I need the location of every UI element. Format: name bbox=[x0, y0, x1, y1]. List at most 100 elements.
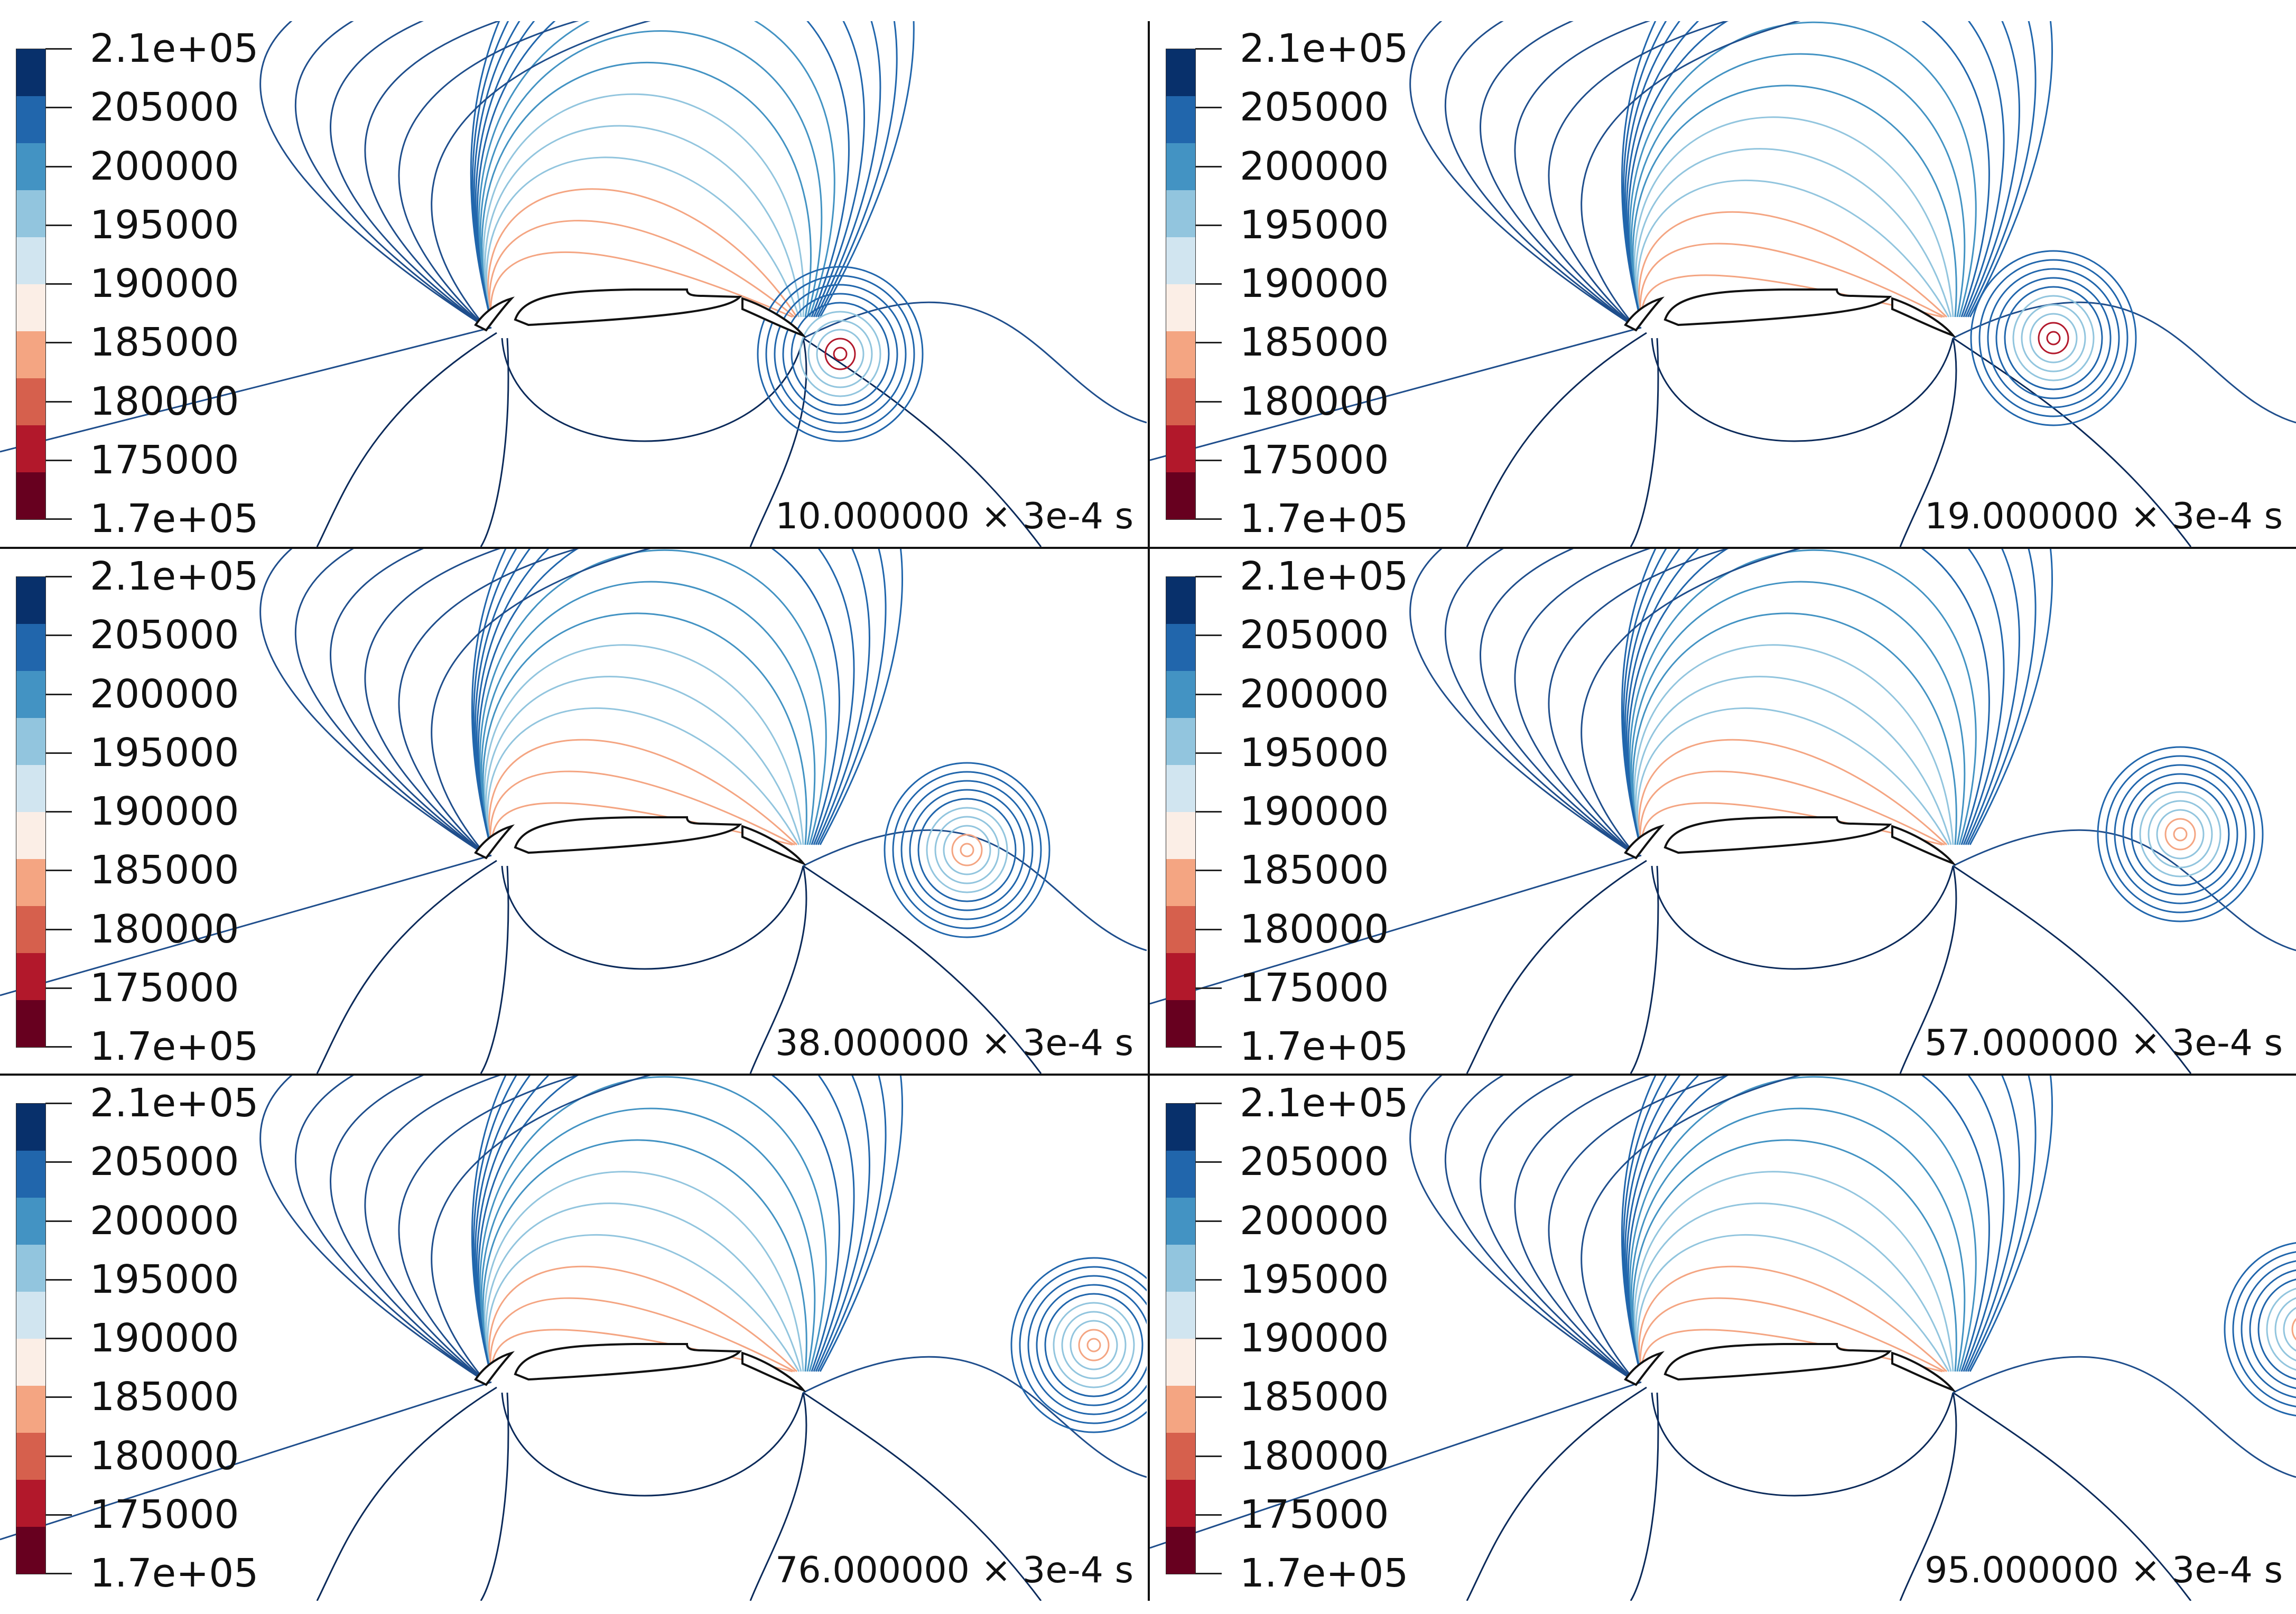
colorbar-tick-label: 1.7e+05 bbox=[1240, 1551, 1409, 1596]
colorbar-tick bbox=[45, 987, 72, 989]
colorbar-tick bbox=[1195, 107, 1222, 109]
colorbar-tick bbox=[45, 1161, 72, 1163]
time-label: 38.000000 × 3e-4 s bbox=[775, 1022, 1133, 1064]
colorbar-tick bbox=[1195, 870, 1222, 872]
colorbar-tick-label: 205000 bbox=[90, 85, 239, 130]
colorbar-tick-label: 175000 bbox=[1240, 437, 1389, 483]
colorbar-tick bbox=[45, 870, 72, 872]
colorbar-tick bbox=[45, 1103, 72, 1104]
colorbar-tick bbox=[45, 224, 72, 226]
colorbar-tick bbox=[1195, 1220, 1222, 1222]
contour-plot bbox=[0, 1076, 1147, 1601]
colorbar-tick bbox=[1195, 1046, 1222, 1048]
colorbar-tick bbox=[45, 1514, 72, 1516]
contour-panel-3: 2.1e+05 205000 200000 195000 190000 185000 180… bbox=[0, 549, 1147, 1074]
colorbar-tick-label: 185000 bbox=[90, 1374, 239, 1420]
colorbar-tick-label: 200000 bbox=[1240, 671, 1389, 717]
colorbar-tick bbox=[45, 165, 72, 167]
colorbar-tick-label: 195000 bbox=[1240, 202, 1389, 248]
time-label: 19.000000 × 3e-4 s bbox=[1925, 496, 2283, 537]
colorbar-tick-label: 180000 bbox=[1240, 906, 1389, 952]
colorbar-tick bbox=[1195, 1396, 1222, 1398]
colorbar-tick bbox=[1195, 48, 1222, 50]
colorbar-tick-label: 180000 bbox=[1240, 378, 1389, 424]
colorbar bbox=[1166, 1103, 1196, 1574]
colorbar-tick-label: 200000 bbox=[1240, 143, 1389, 189]
colorbar-tick-label: 190000 bbox=[90, 789, 239, 834]
colorbar-tick-label: 1.7e+05 bbox=[1240, 496, 1409, 542]
colorbar-tick bbox=[1195, 1161, 1222, 1163]
colorbar-tick bbox=[1195, 400, 1222, 403]
colorbar-tick bbox=[1195, 576, 1222, 577]
colorbar-tick-label: 175000 bbox=[1240, 965, 1389, 1011]
colorbar-tick bbox=[45, 811, 72, 813]
colorbar-tick-label: 1.7e+05 bbox=[90, 496, 259, 542]
colorbar bbox=[16, 49, 46, 520]
contour-panel-2: 2.1e+05 205000 200000 195000 190000 185000 180… bbox=[1150, 21, 2296, 547]
contour-plot bbox=[0, 549, 1147, 1074]
colorbar-tick bbox=[1195, 1573, 1222, 1574]
colorbar-tick bbox=[1195, 693, 1222, 695]
colorbar-tick-label: 200000 bbox=[90, 143, 239, 189]
colorbar-tick bbox=[45, 283, 72, 285]
colorbar-tick-label: 190000 bbox=[1240, 1316, 1389, 1361]
colorbar-tick bbox=[1195, 635, 1222, 637]
colorbar-tick bbox=[1195, 1279, 1222, 1281]
contour-panel-5: 2.1e+05 205000 200000 195000 190000 185000 180… bbox=[0, 1076, 1147, 1601]
colorbar-tick-label: 175000 bbox=[90, 437, 239, 483]
colorbar-tick-label: 175000 bbox=[1240, 1491, 1389, 1537]
colorbar-tick bbox=[45, 107, 72, 109]
colorbar-tick bbox=[1195, 987, 1222, 989]
colorbar-tick bbox=[45, 928, 72, 930]
colorbar-tick-label: 200000 bbox=[90, 1198, 239, 1244]
colorbar-tick bbox=[45, 400, 72, 403]
colorbar-tick bbox=[45, 342, 72, 344]
colorbar-tick-label: 185000 bbox=[1240, 320, 1389, 366]
colorbar-tick bbox=[1195, 459, 1222, 461]
colorbar-tick bbox=[45, 459, 72, 461]
panel-divider-vertical bbox=[1148, 21, 1150, 1601]
time-label: 10.000000 × 3e-4 s bbox=[775, 496, 1133, 537]
colorbar-tick-label: 185000 bbox=[90, 320, 239, 366]
colorbar-tick-label: 195000 bbox=[1240, 1256, 1389, 1302]
colorbar-tick-label: 2.1e+05 bbox=[90, 1080, 259, 1126]
colorbar bbox=[16, 576, 46, 1048]
colorbar-tick-label: 1.7e+05 bbox=[90, 1024, 259, 1069]
colorbar-tick-label: 195000 bbox=[90, 1256, 239, 1302]
colorbar-tick bbox=[1195, 811, 1222, 813]
colorbar-tick-label: 2.1e+05 bbox=[90, 26, 259, 71]
time-label: 57.000000 × 3e-4 s bbox=[1925, 1022, 2283, 1064]
contour-plot bbox=[1150, 1076, 2296, 1601]
colorbar-tick-label: 195000 bbox=[90, 202, 239, 248]
time-label: 95.000000 × 3e-4 s bbox=[1925, 1550, 2283, 1591]
colorbar-tick bbox=[45, 752, 72, 754]
colorbar-tick-label: 185000 bbox=[90, 847, 239, 893]
colorbar bbox=[1166, 576, 1196, 1048]
colorbar-tick bbox=[45, 1455, 72, 1457]
colorbar-tick-label: 175000 bbox=[90, 965, 239, 1011]
contour-plot bbox=[1150, 549, 2296, 1074]
colorbar-tick bbox=[1195, 1514, 1222, 1516]
contour-panel-6: 2.1e+05 205000 200000 195000 190000 185000 180… bbox=[1150, 1076, 2296, 1601]
contour-plot bbox=[0, 21, 1147, 547]
colorbar-tick-label: 205000 bbox=[90, 1139, 239, 1185]
colorbar-tick-label: 205000 bbox=[90, 612, 239, 658]
colorbar-tick bbox=[1195, 165, 1222, 167]
colorbar-tick-label: 180000 bbox=[1240, 1433, 1389, 1479]
contour-plot bbox=[1150, 21, 2296, 547]
colorbar-tick-label: 2.1e+05 bbox=[1240, 1080, 1409, 1126]
colorbar-tick bbox=[45, 1279, 72, 1281]
colorbar-tick-label: 190000 bbox=[90, 1316, 239, 1361]
colorbar-tick bbox=[45, 518, 72, 520]
colorbar-tick bbox=[1195, 342, 1222, 344]
colorbar-tick-label: 200000 bbox=[1240, 1198, 1389, 1244]
colorbar-tick-label: 195000 bbox=[90, 730, 239, 776]
colorbar-tick-label: 180000 bbox=[90, 1433, 239, 1479]
contour-panel-1: 2.1e+05 205000 200000 195000 190000 185000 180… bbox=[0, 21, 1147, 547]
colorbar-tick-label: 190000 bbox=[1240, 789, 1389, 834]
colorbar-tick bbox=[1195, 1455, 1222, 1457]
panel-divider-horizontal-1 bbox=[0, 547, 2296, 549]
colorbar-tick-label: 1.7e+05 bbox=[1240, 1024, 1409, 1069]
colorbar-tick bbox=[45, 1046, 72, 1048]
